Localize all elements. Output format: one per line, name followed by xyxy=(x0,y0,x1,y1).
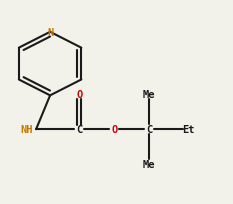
Text: Me: Me xyxy=(143,90,155,100)
Text: Et: Et xyxy=(182,125,195,134)
Text: Me: Me xyxy=(143,159,155,169)
Text: C: C xyxy=(76,125,82,134)
Text: N: N xyxy=(47,28,53,38)
Text: C: C xyxy=(146,125,152,134)
Text: O: O xyxy=(111,125,117,134)
Text: NH: NH xyxy=(21,125,33,134)
Text: O: O xyxy=(76,90,82,100)
